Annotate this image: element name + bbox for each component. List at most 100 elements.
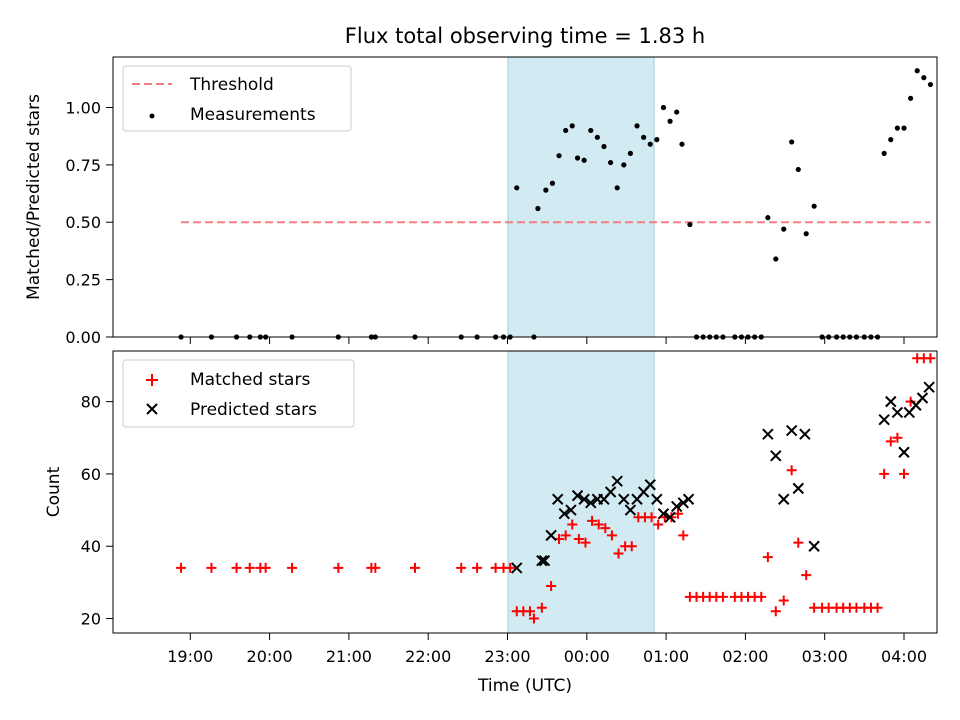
top-y-axis: 0.00 0.25 0.50 0.75 1.00 [65,98,113,347]
legend-threshold-label: Threshold [189,75,274,95]
matched-star-point [546,581,557,591]
bottom-panel: 20 40 60 80 19:00 20:00 21:00 22:00 23:00 00:00 0… [44,350,938,696]
predicted-star-point [571,489,584,502]
predicted-star-point [682,493,695,505]
top-axes-frame [112,56,938,338]
legend-measurements-swatch [149,113,155,119]
matched-star-point [879,468,890,479]
x-tick-label: 01:00 [643,647,689,666]
matched-star-point [899,468,909,479]
predicted-star-point [670,500,683,513]
predicted-star-point [898,446,910,458]
top-panel: 0.00 0.25 0.50 0.75 1.00 Matched/Predicted s… [24,56,938,347]
measurement-point [901,125,907,131]
predicted-star-point [664,511,676,524]
matched-star-point [925,353,936,364]
predicted-star-point [611,475,623,487]
matched-star-point [646,512,657,523]
measurement-point [647,141,653,147]
matched-star-point [756,591,767,602]
predicted-star-point [651,493,663,505]
legend-matched-swatch [146,374,158,386]
matched-star-point [580,537,591,548]
predicted-star-point [618,493,630,505]
y-tick-label: 0.25 [65,271,101,290]
matched-star-point [456,562,467,573]
top-legend: Threshold Measurements [122,65,352,132]
predicted-star-point [778,493,790,505]
predicted-star-point [677,497,689,509]
matched-star-point [567,519,578,530]
y-tick-label: 80 [81,393,101,412]
predicted-star-point [657,507,670,520]
matched-star-point [793,537,804,548]
predicted-star-point [762,428,774,440]
predicted-star-point [545,529,557,542]
predicted-star-point [785,424,798,437]
matched-star-point [206,562,217,573]
measurement-point [581,157,587,163]
y-tick-label: 1.00 [65,98,101,117]
matched-star-point [593,519,604,530]
predicted-star-point [536,554,548,567]
matched-star-point [885,436,896,447]
measurement-point [549,180,556,186]
bottom-legend-box [122,359,355,428]
matched-star-point [176,562,187,573]
measurement-point [888,137,894,143]
x-tick-label: 20:00 [247,647,293,666]
top-x-ticks [189,337,905,344]
matched-star-point [801,570,812,581]
matched-star-point [786,465,797,476]
measurement-point [781,226,787,232]
predicted-star-point [565,504,577,516]
measurement-point [789,139,795,145]
predicted-star-point [511,562,523,574]
x-tick-label: 19:00 [167,647,213,666]
matched-star-point [770,606,781,617]
matched-star-point [600,523,611,534]
measurement-point [679,141,685,147]
matched-star-point [717,591,728,602]
predicted-star-point [891,406,904,419]
matched-star-point [505,562,516,573]
measurement-point [627,150,634,156]
predicted-star-point [770,450,782,462]
measurement-point [803,231,809,237]
predicted-star-point [799,428,811,440]
predicted-star-point [792,482,804,495]
matched-star-point [524,606,535,617]
predicted-star-point [916,392,929,404]
measurement-point [660,104,667,111]
measurement-point [601,143,607,150]
predicted-star-point [644,479,656,491]
measurement-point [687,221,693,228]
top-legend-box [122,65,352,132]
matched-star-point [244,562,255,573]
legend-measurements-label: Measurements [190,105,316,125]
matched-star-point [678,530,689,541]
measurement-point [614,185,620,191]
y-tick-label: 60 [81,465,101,484]
x-tick-label: 02:00 [722,647,768,666]
x-tick-label: 23:00 [484,647,530,666]
chart-title: Flux total observing time = 1.83 h [345,24,705,48]
matched-star-point [409,562,420,573]
bottom-y-axis-label: Count [44,466,64,517]
matched-star-point [892,432,903,443]
y-tick-label: 0.75 [65,156,101,175]
measurement-point [765,215,771,221]
top-shaded-span [507,56,655,338]
bottom-x-axis: 19:00 20:00 21:00 22:00 23:00 00:00 01:00 02:00… [167,633,927,666]
measurement-point [569,123,575,129]
measurement-point [588,127,594,134]
matched-star-point [231,562,242,573]
predicted-star-point [624,504,637,516]
matched-star-point [287,562,298,573]
y-tick-label: 20 [81,610,101,629]
bottom-plot-area [176,353,936,624]
matched-star-point [606,530,617,541]
y-tick-label: 0.00 [65,328,101,347]
top-y-axis-label: Matched/Predicted stars [24,94,44,300]
